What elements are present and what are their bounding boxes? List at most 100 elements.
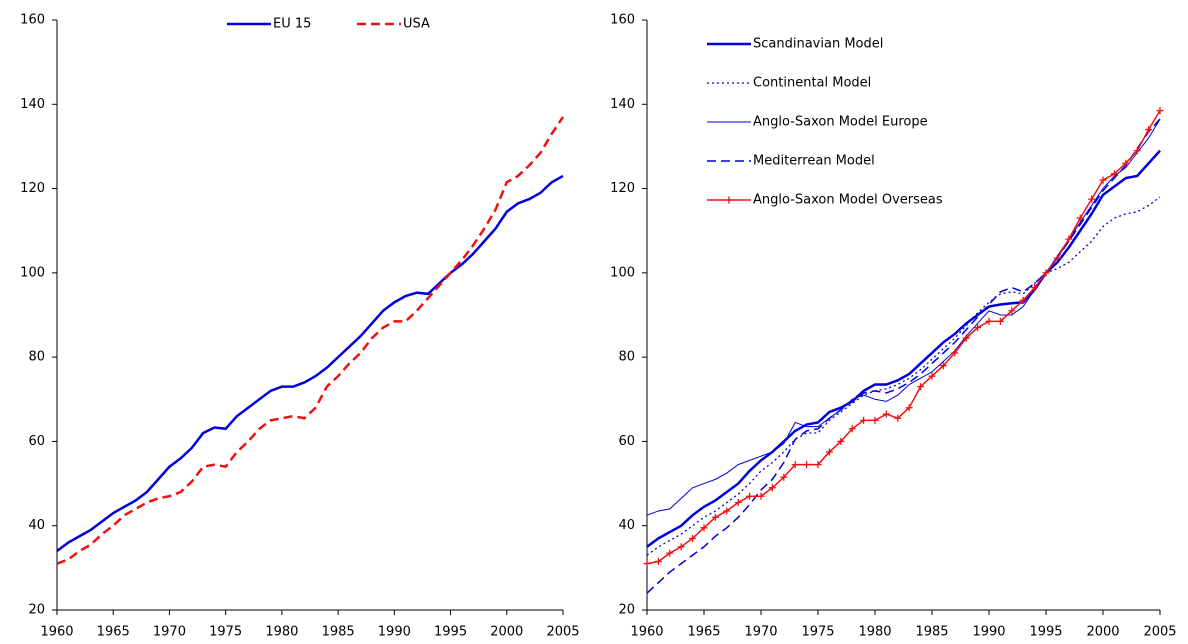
point-marker <box>711 513 719 521</box>
y-tick-label: 140 <box>610 97 635 112</box>
point-marker <box>1088 195 1096 203</box>
chart: 20 40 60 80 100 120 140 160 1960 1965 1970 1975 1980… <box>20 13 579 640</box>
y-tick-label: 20 <box>28 603 45 618</box>
legend-label: Scandinavian Model <box>753 37 883 52</box>
point-marker <box>768 484 776 492</box>
point-marker <box>1042 269 1050 277</box>
x-tick-label: 1975 <box>801 625 834 640</box>
point-marker <box>1133 147 1141 155</box>
point-marker <box>974 324 982 332</box>
y-tick-label: 40 <box>28 518 45 533</box>
point-marker <box>666 549 674 557</box>
point-marker <box>871 416 879 424</box>
point-marker <box>962 334 970 342</box>
point-marker <box>1145 126 1153 134</box>
x-tick-label: 1980 <box>858 625 891 640</box>
x-tick-label: 1965 <box>687 625 720 640</box>
point-marker <box>1031 284 1039 292</box>
y-tick-label: 80 <box>28 350 45 365</box>
point-marker <box>848 425 856 433</box>
point-marker <box>746 492 754 500</box>
point-marker <box>860 416 868 424</box>
series-line <box>646 118 1161 594</box>
point-marker <box>1019 296 1027 304</box>
point-marker <box>1099 176 1107 184</box>
point-marker <box>951 349 959 357</box>
y-tick-label: 160 <box>20 13 45 28</box>
point-marker <box>643 560 651 568</box>
point-marker <box>1008 307 1016 315</box>
point-marker <box>985 317 993 325</box>
x-tick-label: 1960 <box>40 625 73 640</box>
point-marker <box>654 558 662 566</box>
y-tick-label: 120 <box>20 181 45 196</box>
x-tick-label: 2005 <box>1143 625 1176 640</box>
x-tick-label: 2000 <box>490 625 523 640</box>
series-line <box>646 118 1161 516</box>
y-tick-label: 100 <box>20 265 45 280</box>
point-marker <box>1122 159 1130 167</box>
point-marker <box>894 414 902 422</box>
point-marker <box>689 534 697 542</box>
y-tick-label: 100 <box>610 265 635 280</box>
x-tick-label: 1985 <box>915 625 948 640</box>
point-marker <box>791 461 799 469</box>
x-tick-label: 1995 <box>1029 625 1062 640</box>
point-marker <box>700 524 708 532</box>
point-marker <box>814 461 822 469</box>
point-marker <box>917 383 925 391</box>
legend-label: EU 15 <box>273 17 311 32</box>
x-tick-label: 1960 <box>630 625 663 640</box>
chart: 20 40 60 80 100 120 140 160 1960 1965 1970 1975 1980… <box>610 13 1176 640</box>
legend-label: USA <box>403 17 430 32</box>
point-marker <box>803 461 811 469</box>
series-line <box>646 149 1161 548</box>
x-tick-label: 1970 <box>153 625 186 640</box>
x-tick-label: 2000 <box>1086 625 1119 640</box>
x-tick-label: 1965 <box>97 625 130 640</box>
point-marker <box>825 448 833 456</box>
y-tick-label: 140 <box>20 97 45 112</box>
y-tick-label: 60 <box>28 434 45 449</box>
point-marker <box>837 437 845 445</box>
series-line <box>646 196 1161 556</box>
series-line <box>646 110 1161 565</box>
point-marker <box>1076 214 1084 222</box>
x-tick-label: 1990 <box>972 625 1005 640</box>
x-tick-label: 1990 <box>378 625 411 640</box>
y-tick-label: 80 <box>618 350 635 365</box>
point-marker <box>928 372 936 380</box>
y-tick-label: 160 <box>610 13 635 28</box>
point-marker <box>1053 254 1061 262</box>
legend-label: Anglo-Saxon Model Europe <box>753 115 928 130</box>
x-tick-label: 1995 <box>434 625 467 640</box>
point-marker <box>734 499 742 507</box>
series-line <box>56 174 564 553</box>
point-marker <box>723 507 731 515</box>
y-tick-label: 40 <box>618 518 635 533</box>
legend-label: Continental Model <box>753 76 871 91</box>
point-marker <box>905 404 913 412</box>
point-marker <box>882 410 890 418</box>
legend-marker <box>725 196 733 204</box>
point-marker <box>939 362 947 370</box>
point-marker <box>757 492 765 500</box>
x-tick-label: 1985 <box>322 625 355 640</box>
point-marker <box>677 543 685 551</box>
point-marker <box>1110 170 1118 178</box>
point-marker <box>780 473 788 481</box>
y-tick-label: 60 <box>618 434 635 449</box>
legend-label: Mediterrean Model <box>753 154 875 169</box>
x-tick-label: 1975 <box>209 625 242 640</box>
x-tick-label: 1970 <box>744 625 777 640</box>
series-line <box>56 116 565 565</box>
legend-label: Anglo-Saxon Model Overseas <box>753 193 943 208</box>
point-marker <box>1065 235 1073 243</box>
point-marker <box>996 317 1004 325</box>
point-marker <box>1156 107 1164 115</box>
x-tick-label: 2005 <box>546 625 579 640</box>
y-tick-label: 120 <box>610 181 635 196</box>
y-tick-label: 20 <box>618 603 635 618</box>
